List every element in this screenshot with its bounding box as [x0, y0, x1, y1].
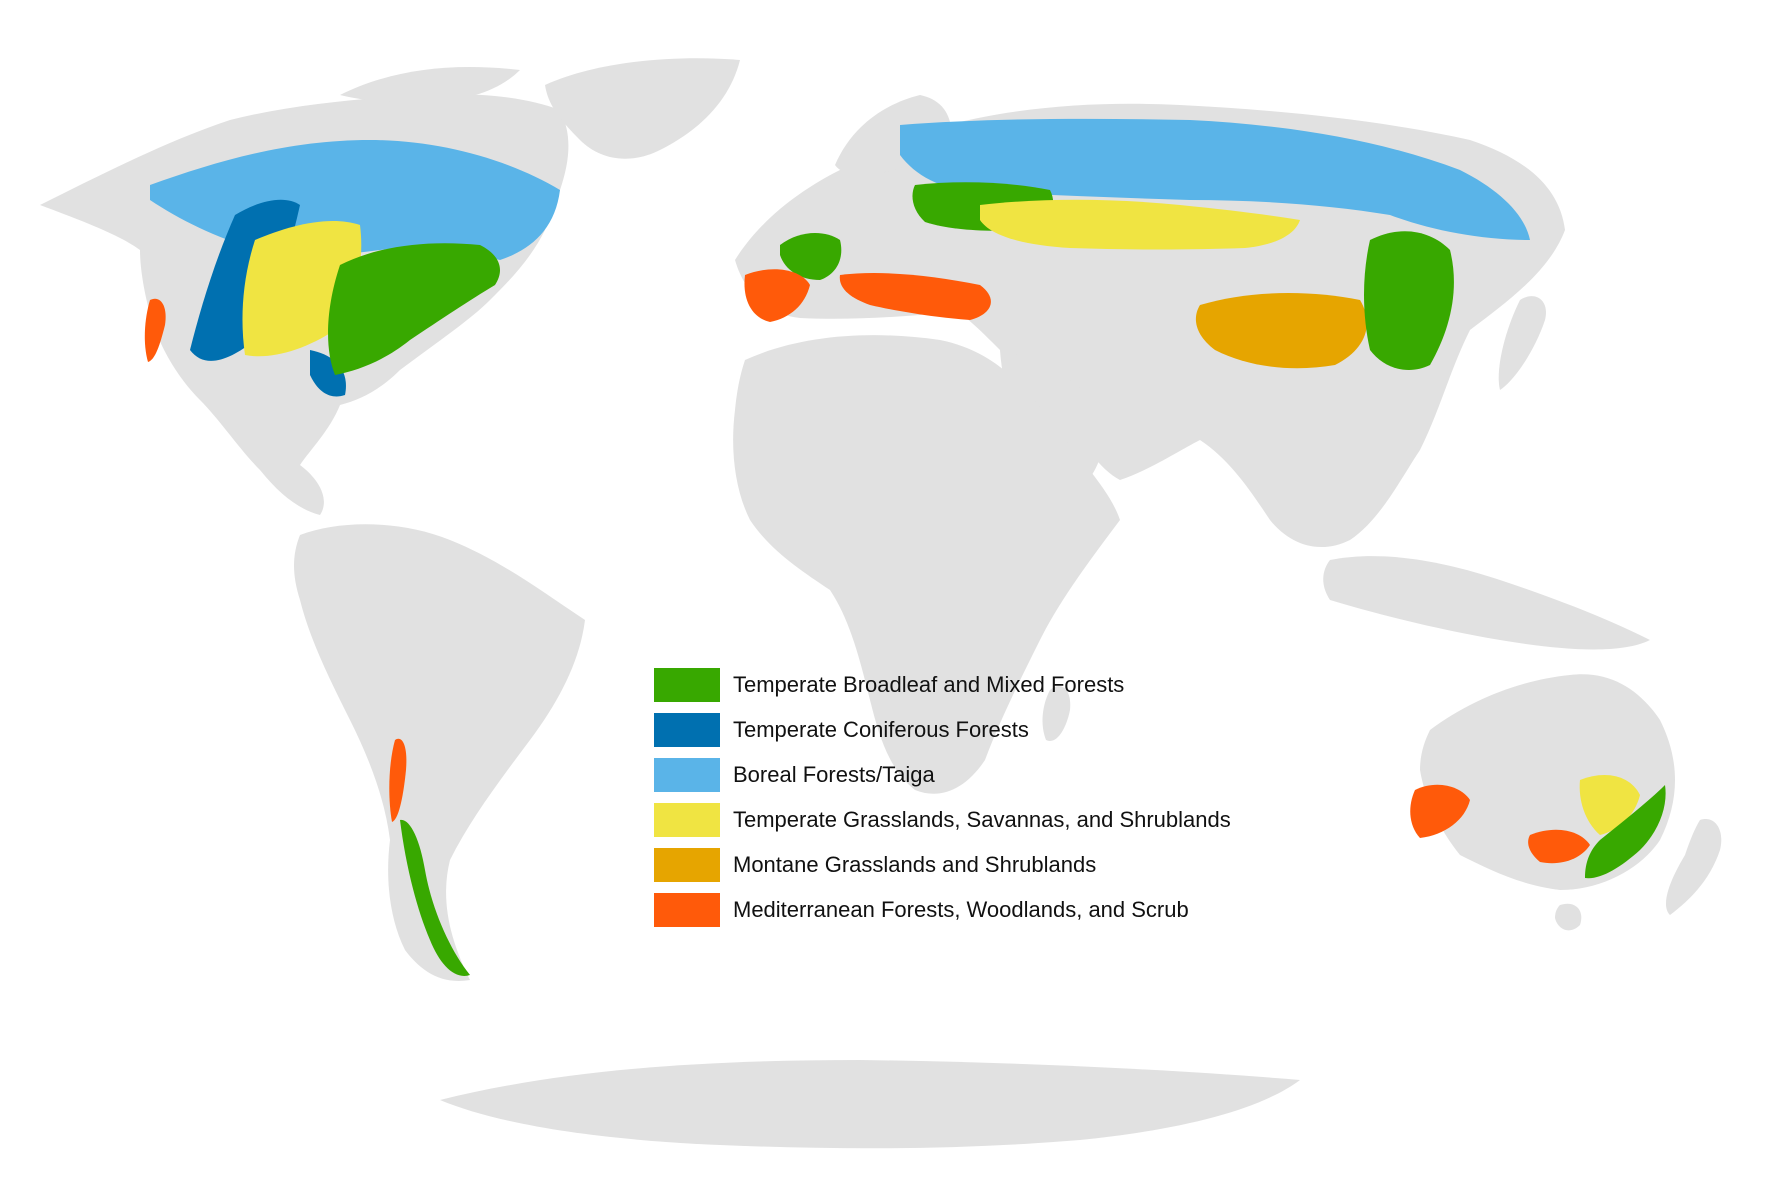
legend: Temperate Broadleaf and Mixed Forests Te… — [654, 668, 1294, 938]
legend-label: Mediterranean Forests, Woodlands, and Sc… — [733, 897, 1189, 922]
broadleaf-europe — [780, 233, 842, 280]
africa-land — [733, 335, 1120, 794]
legend-label: Temperate Broadleaf and Mixed Forests — [733, 672, 1125, 697]
greenland-land — [545, 58, 740, 159]
legend-label: Temperate Coniferous Forests — [733, 717, 1029, 742]
boreal-eurasia — [900, 118, 1530, 240]
japan-land — [1498, 296, 1546, 390]
conifer-southeast-us — [310, 350, 346, 397]
legend-item: Temperate Grasslands, Savannas, and Shru… — [654, 803, 1294, 837]
legend-item: Montane Grasslands and Shrublands — [654, 848, 1294, 882]
montane-tibet — [1195, 293, 1367, 369]
legend-label: Boreal Forests/Taiga — [733, 762, 935, 787]
grassland-eurasian-steppe — [980, 199, 1300, 250]
legend-item: Temperate Broadleaf and Mixed Forests — [654, 668, 1294, 702]
madagascar-land — [1042, 686, 1071, 741]
antarctica-land — [440, 1060, 1300, 1149]
legend-swatch — [654, 713, 720, 747]
legend-item: Boreal Forests/Taiga — [654, 758, 1294, 792]
legend-swatch — [654, 803, 720, 837]
broadleaf-southern-chile — [400, 819, 470, 976]
mediterranean-basin — [839, 273, 991, 320]
new-zealand-land — [1665, 819, 1722, 915]
mediterranean-california — [144, 298, 166, 362]
se-asia-islands-land — [1323, 556, 1650, 650]
biome-regions — [144, 118, 1666, 976]
broadleaf-east-asia — [1364, 231, 1454, 370]
legend-label: Temperate Grasslands, Savannas, and Shru… — [733, 807, 1231, 832]
legend-item: Temperate Coniferous Forests — [654, 713, 1294, 747]
broadleaf-eastern-na — [328, 243, 500, 375]
mediterranean-sw-australia — [1410, 784, 1470, 838]
mediterranean-iberia — [744, 269, 810, 322]
legend-swatch — [654, 848, 720, 882]
arabia-land — [1000, 350, 1104, 490]
south-america-land — [294, 524, 585, 981]
broadleaf-se-australia — [1585, 785, 1666, 879]
legend-swatch — [654, 893, 720, 927]
arctic-islands-land — [340, 67, 520, 103]
legend-swatch — [654, 668, 720, 702]
legend-item: Mediterranean Forests, Woodlands, and Sc… — [654, 893, 1294, 927]
legend-swatch — [654, 758, 720, 792]
mediterranean-south-australia — [1528, 829, 1590, 864]
mediterranean-chile — [389, 738, 407, 822]
tasmania-land — [1555, 903, 1582, 931]
legend-label: Montane Grasslands and Shrublands — [733, 852, 1097, 877]
